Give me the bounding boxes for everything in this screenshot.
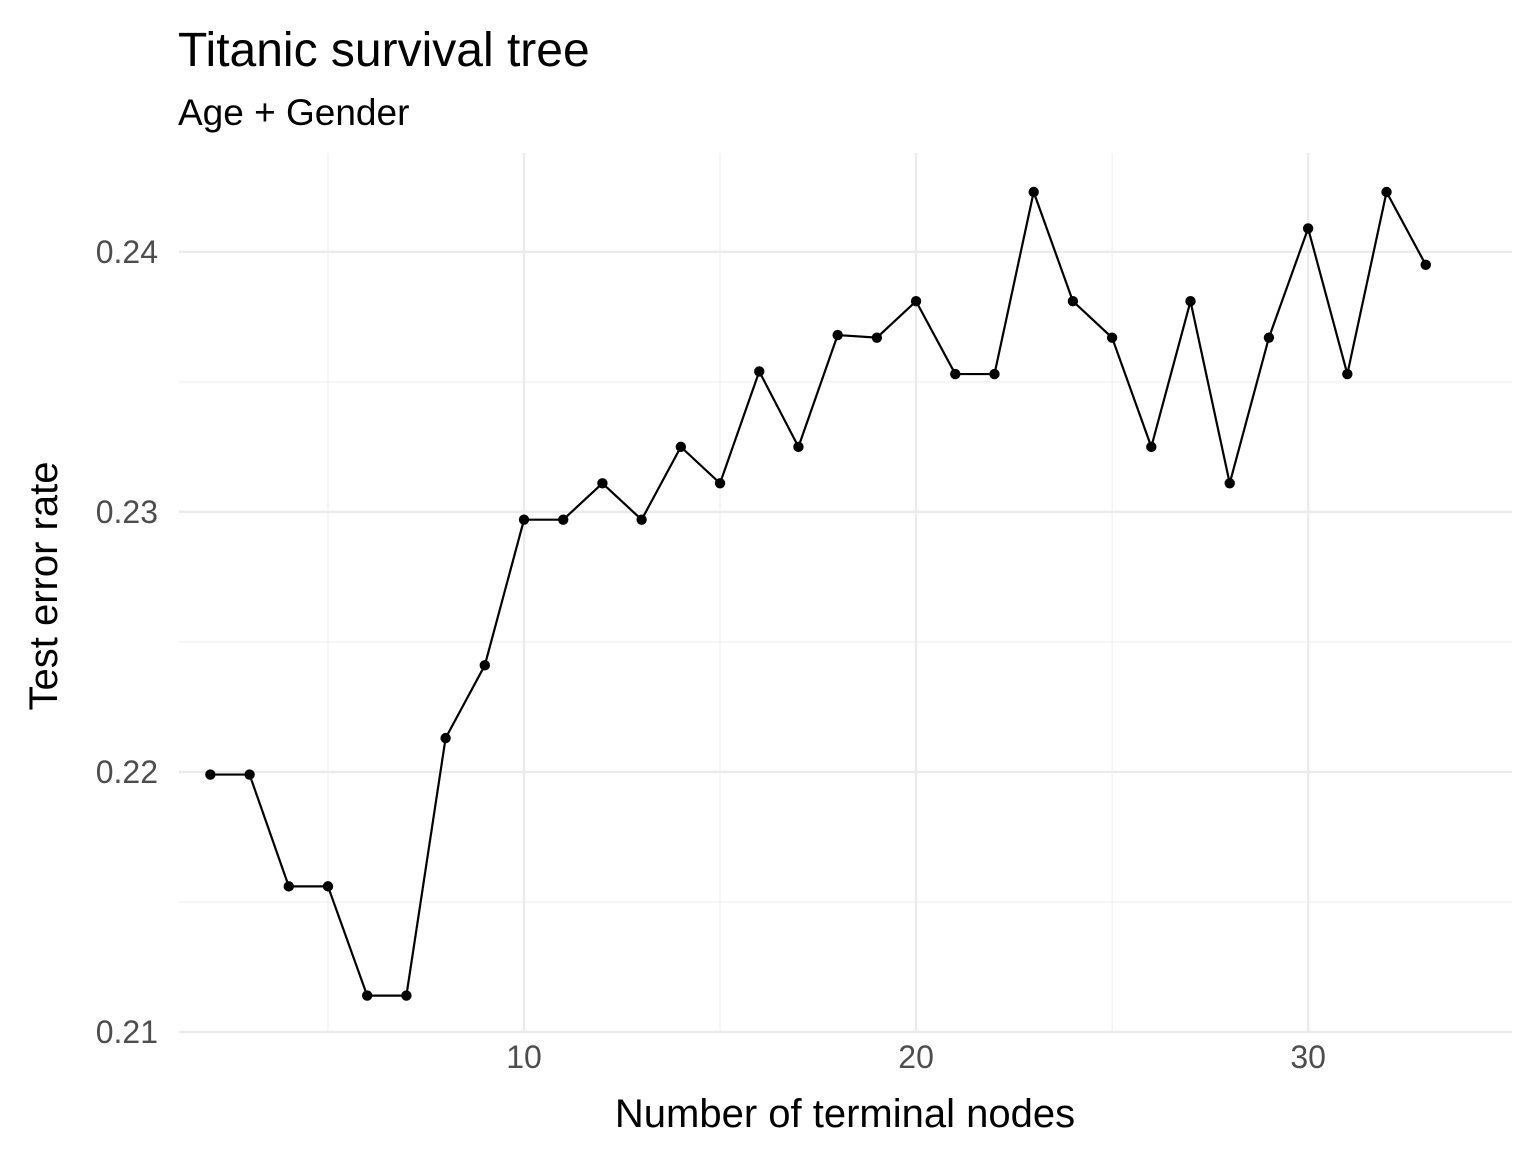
data-point bbox=[361, 990, 373, 1001]
y-axis-tick-labels: 0.21 0.22 0.23 0.24 bbox=[96, 234, 158, 1050]
data-point bbox=[989, 368, 1000, 380]
data-point bbox=[244, 769, 255, 780]
data-point bbox=[479, 660, 491, 671]
data-point bbox=[440, 732, 451, 744]
y-tick-label: 0.24 bbox=[96, 234, 158, 270]
data-point bbox=[558, 514, 569, 525]
data-point bbox=[871, 332, 883, 343]
series-lines bbox=[210, 190, 1427, 997]
data-point bbox=[1381, 186, 1392, 198]
data-point bbox=[322, 881, 334, 892]
major-gridlines bbox=[179, 153, 1512, 1034]
data-point bbox=[714, 478, 726, 489]
y-tick-label: 0.23 bbox=[96, 494, 158, 530]
data-point bbox=[754, 366, 765, 377]
chart-title: Titanic survival tree bbox=[178, 24, 590, 77]
x-tick-label: 30 bbox=[1290, 1039, 1326, 1075]
data-point bbox=[1224, 478, 1235, 489]
series-points bbox=[205, 186, 1431, 1001]
data-point bbox=[1263, 332, 1275, 343]
data-point bbox=[636, 514, 647, 525]
series-line bbox=[210, 190, 1427, 997]
chart-subtitle: Age + Gender bbox=[178, 92, 409, 133]
x-tick-label: 10 bbox=[506, 1039, 542, 1075]
data-point bbox=[205, 769, 216, 780]
data-point bbox=[910, 296, 922, 307]
data-point bbox=[283, 881, 294, 892]
data-point bbox=[597, 478, 608, 489]
data-point bbox=[401, 990, 412, 1001]
data-point bbox=[1185, 296, 1196, 307]
data-point bbox=[1420, 259, 1431, 271]
data-point bbox=[518, 514, 530, 525]
data-point bbox=[793, 441, 804, 453]
minor-gridlines bbox=[179, 153, 1512, 1032]
data-point bbox=[1106, 332, 1118, 343]
x-tick-label: 20 bbox=[898, 1039, 934, 1075]
y-tick-label: 0.22 bbox=[96, 754, 158, 790]
x-axis-tick-labels: 10 20 30 bbox=[506, 1039, 1326, 1075]
y-tick-label: 0.21 bbox=[96, 1014, 158, 1050]
y-axis-title: Test error rate bbox=[22, 462, 66, 711]
data-point bbox=[1342, 368, 1353, 380]
data-point bbox=[1146, 441, 1157, 453]
data-point bbox=[675, 441, 687, 453]
data-point bbox=[1028, 186, 1039, 198]
data-point bbox=[832, 329, 843, 341]
data-point bbox=[1067, 296, 1079, 307]
x-axis-title: Number of terminal nodes bbox=[615, 1092, 1075, 1136]
data-point bbox=[950, 368, 961, 380]
data-point bbox=[1302, 223, 1314, 234]
